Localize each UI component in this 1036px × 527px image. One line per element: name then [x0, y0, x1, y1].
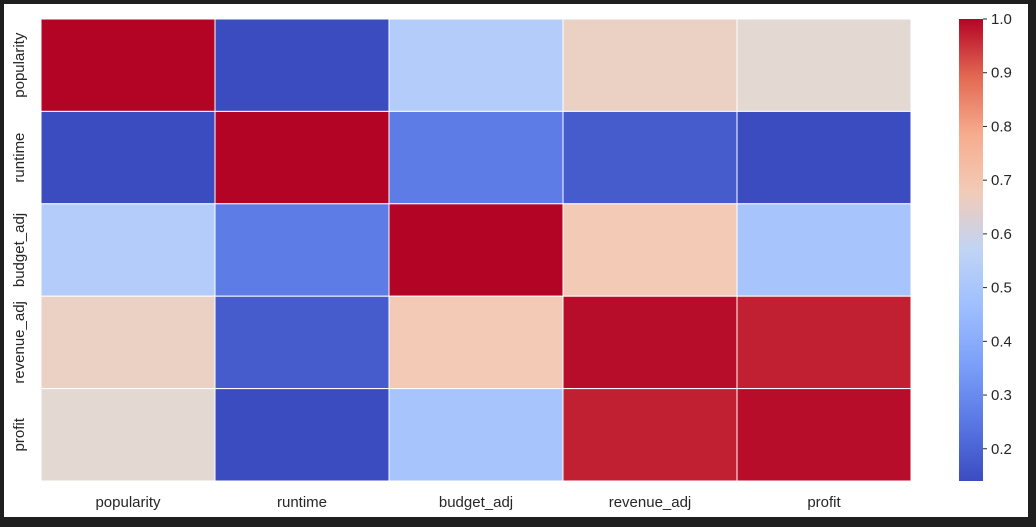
colorbar: 0.2 0.3 0.4 0.5 0.6 0.7 0.8 0.9 1.0	[959, 11, 1012, 481]
heatmap-cell-popularity-runtime	[214, 18, 390, 112]
heatmap-cell-revenue_adj-runtime	[214, 295, 390, 390]
heatmap-cell-revenue_adj-revenue_adj	[562, 295, 738, 390]
x-axis-ticks: popularity runtime budget_adj revenue_adj pr…	[95, 494, 841, 511]
colorbar-tick-label: 0.8	[991, 118, 1012, 135]
x-tick-label-popularity: popularity	[95, 494, 161, 511]
heatmap-cell-profit-profit	[736, 388, 912, 482]
y-tick-label-revenue_adj: revenue_adj	[11, 301, 28, 384]
heatmap-cell-revenue_adj-popularity	[40, 295, 216, 390]
heatmap-cell-runtime-runtime	[214, 110, 390, 205]
heatmap-cell-profit-popularity	[40, 388, 216, 482]
y-tick-label-runtime: runtime	[11, 133, 28, 183]
heatmap-cell-profit-budget_adj	[388, 388, 564, 482]
heatmap-cell-budget_adj-budget_adj	[388, 203, 564, 297]
heatmap-cell-runtime-popularity	[40, 110, 216, 205]
y-axis-ticks: popularity runtime budget_adj revenue_adjpr…	[11, 32, 28, 451]
heatmap-cell-popularity-revenue_adj	[562, 18, 738, 112]
x-tick-label-revenue_adj: revenue_adj	[609, 494, 692, 511]
heatmap-cell-revenue_adj-budget_adj	[388, 295, 564, 390]
heatmap-cell-popularity-budget_adj	[388, 18, 564, 112]
heatmap-cell-popularity-profit	[736, 18, 912, 112]
heatmap-cell-runtime-profit	[736, 110, 912, 205]
colorbar-tick-label: 0.5	[991, 280, 1012, 297]
colorbar-tick-label: 0.9	[991, 65, 1012, 82]
heatmap-cell-popularity-popularity	[40, 18, 216, 112]
heatmap-cell-budget_adj-revenue_adj	[562, 203, 738, 297]
heatmap-cell-profit-revenue_adj	[562, 388, 738, 482]
colorbar-tick-label: 0.3	[991, 387, 1012, 404]
colorbar-tick-label: 0.2	[991, 441, 1012, 458]
y-tick-label-popularity: popularity	[11, 32, 28, 98]
colorbar-tick-label: 0.4	[991, 333, 1012, 350]
heatmap-cells	[40, 18, 912, 482]
x-tick-label-budget_adj: budget_adj	[439, 494, 513, 511]
colorbar-tick-label: 1.0	[991, 11, 1012, 28]
heatmap-cell-profit-runtime	[214, 388, 390, 482]
heatmap-cell-budget_adj-popularity	[40, 203, 216, 297]
colorbar-tick-label: 0.6	[991, 226, 1012, 243]
heatmap-cell-budget_adj-runtime	[214, 203, 390, 297]
heatmap-cell-budget_adj-profit	[736, 203, 912, 297]
colorbar-tick-label: 0.7	[991, 172, 1012, 189]
heatmap-cell-runtime-revenue_adj	[562, 110, 738, 205]
chart-frame: popularity runtime budget_adj revenue_adj pr…	[4, 4, 1028, 517]
y-tick-label-profit: profit	[11, 417, 28, 451]
heatmap-cell-runtime-budget_adj	[388, 110, 564, 205]
x-tick-label-profit: profit	[807, 494, 841, 511]
heatmap-chart: popularity runtime budget_adj revenue_adj pr…	[11, 11, 1012, 511]
y-tick-label-budget_adj: budget_adj	[11, 213, 28, 287]
heatmap-cell-revenue_adj-profit	[736, 295, 912, 390]
colorbar-gradient	[959, 19, 983, 481]
x-tick-label-runtime: runtime	[277, 494, 327, 511]
